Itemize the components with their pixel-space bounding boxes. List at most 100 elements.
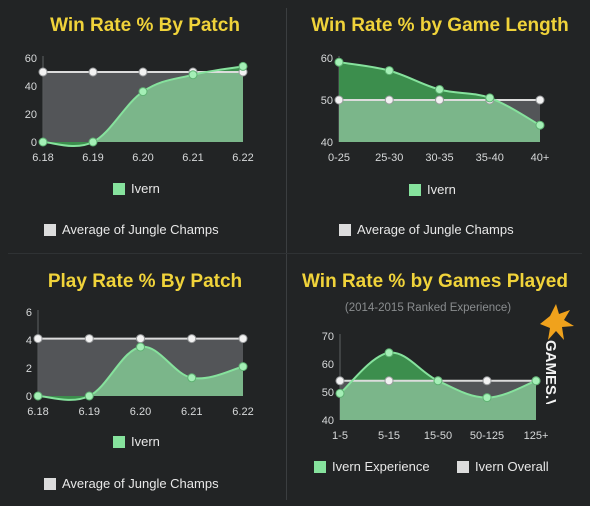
legend-swatch-champion <box>113 182 125 195</box>
average-point <box>482 376 492 386</box>
champion-point <box>136 342 145 352</box>
champion-point <box>435 85 444 94</box>
legend-swatch-average <box>339 223 351 236</box>
champion-point <box>535 120 545 130</box>
legend-item-average[interactable]: Ivern Overall <box>457 459 549 474</box>
champion-point <box>84 391 94 401</box>
logo-star-icon <box>540 304 574 340</box>
champion-area <box>339 100 540 142</box>
legend-item-champion[interactable]: Ivern <box>113 181 160 196</box>
champion-point <box>88 137 98 147</box>
legend-item-champion[interactable]: Ivern Experience <box>314 459 430 474</box>
average-point <box>187 334 197 344</box>
x-tick-label: 6.22 <box>232 406 253 418</box>
average-point <box>384 376 394 386</box>
y-tick-label: 40 <box>321 137 333 149</box>
legend-label: Ivern <box>131 181 160 196</box>
legend-item-average[interactable]: Average of Jungle Champs <box>44 476 219 491</box>
average-point <box>384 95 394 105</box>
x-tick-label: 6.21 <box>182 152 203 164</box>
chart-win-rate-by-patch: 0 20 40 60 6.18 6.19 6.20 6.21 6.22 <box>25 53 254 164</box>
x-tick-label: 6.20 <box>130 406 151 418</box>
champion-point <box>138 87 148 97</box>
legend-label: Ivern <box>427 182 456 197</box>
legend-item-average[interactable]: Average of Jungle Champs <box>44 222 219 237</box>
legend-swatch-champion <box>113 435 125 448</box>
legend-item-average[interactable]: Average of Jungle Champs <box>339 222 514 237</box>
average-point <box>238 334 248 344</box>
y-tick-label: 6 <box>26 307 32 319</box>
legend-item-champion[interactable]: Ivern <box>113 434 160 449</box>
legend-swatch-champion <box>314 460 326 473</box>
y-tick-label: 0 <box>31 137 37 149</box>
average-point <box>88 67 98 77</box>
average-point <box>334 95 344 105</box>
legend-label: Average of Jungle Champs <box>62 476 219 491</box>
champion-area <box>43 72 243 142</box>
vertical-divider <box>286 8 287 500</box>
legend-label: Ivern Overall <box>475 459 549 474</box>
x-tick-label: 0-25 <box>328 152 350 164</box>
champion-point <box>335 388 345 398</box>
y-tick-label: 60 <box>25 53 37 65</box>
average-point <box>335 376 345 386</box>
y-tick-label: 70 <box>322 331 334 343</box>
legend-swatch-champion <box>409 183 421 196</box>
champion-point <box>238 362 248 372</box>
x-tick-label: 40+ <box>531 152 550 164</box>
legend-label: Average of Jungle Champs <box>62 222 219 237</box>
champion-area <box>38 346 243 396</box>
chart-title: Win Rate % By Patch <box>50 15 240 36</box>
y-tick-label: 4 <box>26 335 32 347</box>
x-tick-label: 5-15 <box>378 430 400 442</box>
average-point <box>136 334 145 344</box>
x-tick-label: 6.20 <box>132 152 153 164</box>
y-tick-label: 20 <box>25 109 37 121</box>
average-point <box>38 67 48 77</box>
x-tick-label: 125+ <box>524 430 549 442</box>
champion-point <box>433 376 443 386</box>
chart-win-rate-by-games-played: 40 50 60 70 1-5 5-15 15-50 50-125 125+ <box>322 331 549 442</box>
champion-point <box>334 57 344 67</box>
chart-subtitle: (2014-2015 Ranked Experience) <box>344 302 512 314</box>
x-tick-label: 6.18 <box>27 406 48 418</box>
champion-point <box>482 393 492 403</box>
x-tick-label: 6.22 <box>232 152 253 164</box>
champion-area <box>340 380 536 420</box>
panel-win-rate-by-patch: Win Rate % By Patch 0 20 40 60 6.18 6.19 6.20 6… <box>0 0 290 250</box>
legend-swatch-average <box>44 477 56 490</box>
y-tick-label: 40 <box>322 415 334 427</box>
x-tick-label: 35-40 <box>476 152 504 164</box>
horizontal-divider <box>8 253 582 254</box>
average-point <box>138 67 148 77</box>
y-tick-label: 60 <box>322 359 334 371</box>
legend-label: Ivern Experience <box>332 459 430 474</box>
champion-point <box>188 70 198 80</box>
legend-swatch-average <box>457 460 469 473</box>
y-tick-label: 60 <box>321 53 333 65</box>
y-tick-label: 50 <box>322 387 334 399</box>
y-tick-label: 40 <box>25 81 37 93</box>
champion-point <box>187 373 197 383</box>
x-tick-label: 6.18 <box>32 152 53 164</box>
x-tick-label: 15-50 <box>424 430 452 442</box>
champion-point <box>384 348 394 358</box>
champion-point <box>38 137 48 147</box>
champion-point <box>33 391 43 401</box>
watermark-text: GAMES.VN <box>542 340 559 404</box>
legend-item-champion[interactable]: Ivern <box>409 182 456 197</box>
chart-play-rate-by-patch: 0 2 4 6 6.18 6.19 6.20 6.21 6.22 <box>26 307 254 418</box>
x-tick-label: 6.19 <box>79 406 100 418</box>
y-tick-label: 2 <box>26 363 32 375</box>
chart-title: Win Rate % by Game Length <box>311 15 569 36</box>
y-tick-label: 0 <box>26 391 32 403</box>
average-point <box>435 95 444 105</box>
average-point <box>33 334 43 344</box>
x-tick-label: 50-125 <box>470 430 504 442</box>
legend-swatch-average <box>44 223 56 236</box>
x-tick-label: 6.21 <box>181 406 202 418</box>
panel-win-rate-by-games-played: Win Rate % by Games Played (2014-2015 Ra… <box>290 254 590 506</box>
games-logo-watermark: GAMES.VN <box>540 304 574 404</box>
champion-point <box>384 66 394 76</box>
panel-win-rate-by-game-length: Win Rate % by Game Length 40 50 60 0-25 25-3… <box>290 0 590 250</box>
